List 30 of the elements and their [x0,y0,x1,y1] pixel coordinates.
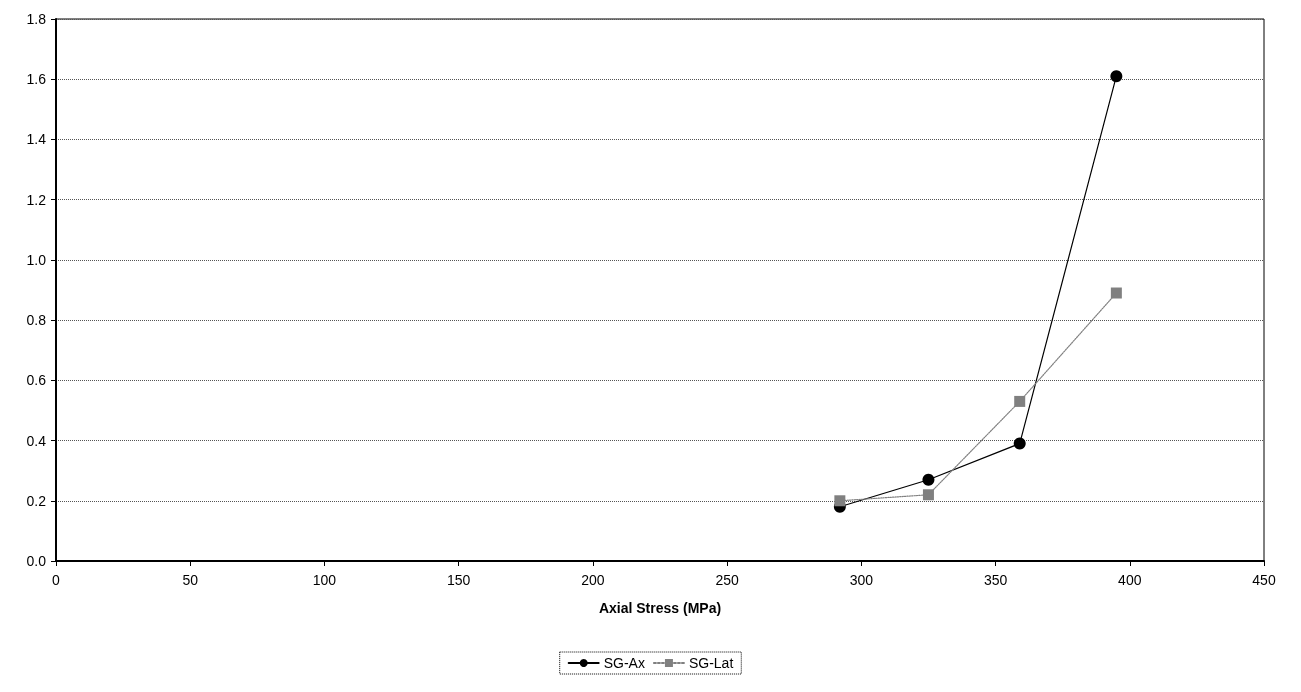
y-tick-label: 1.6 [26,71,47,88]
point [922,489,934,501]
x-tick-label: 250 [715,572,739,588]
point [834,495,846,507]
legend-label: SG-Lat [688,655,734,671]
y-tick-label: 0.8 [26,312,47,329]
point [1013,437,1026,450]
y-tick-label: 0.2 [26,492,47,509]
x-axis-title: Axial Stress (MPa) [598,600,722,616]
y-tick-label: 1.4 [26,131,47,148]
y-tick-label: 1.8 [26,11,47,27]
y-tick-label: 0.4 [26,432,47,449]
point [1110,287,1122,299]
x-tick-label: 150 [446,572,471,588]
x-tick-label: 300 [849,572,874,588]
y-tick-label: 1.0 [26,251,47,268]
x-tick-label: 50 [182,572,199,588]
x-tick-label: 100 [312,572,337,588]
x-tick-label: 400 [1118,572,1142,588]
y-tick-label: 1.2 [26,191,47,208]
y-tick-label: 0.0 [26,553,47,569]
x-tick-label: 450 [1252,572,1276,588]
y-tick-label: 0.6 [26,372,47,389]
x-tick-label: 0 [52,572,61,588]
legend-label: SG-Ax [603,655,645,671]
x-tick-label: 350 [983,572,1008,588]
x-tick-label: 200 [581,572,605,588]
point [1110,70,1123,83]
point [922,473,935,486]
point [1014,395,1026,407]
